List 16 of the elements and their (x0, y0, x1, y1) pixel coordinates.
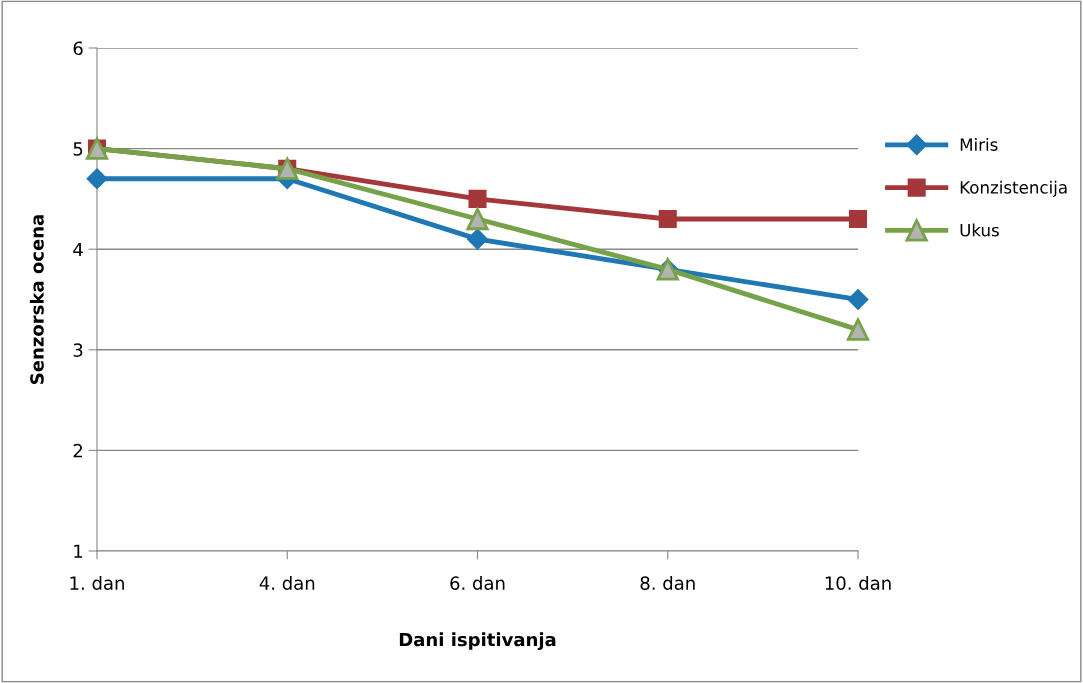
x-tick-label: 6. dan (450, 576, 505, 590)
x-tick-label: 4. dan (259, 576, 315, 590)
y-tick-label: 6 (73, 41, 83, 56)
y-tick-label: 3 (73, 343, 83, 357)
y-tick-label: 2 (73, 443, 82, 458)
y-tick-label: 5 (73, 142, 83, 156)
x-axis-title: Dani ispitivanja (399, 632, 556, 650)
legend-label: Ukus (960, 223, 999, 237)
legend-label: Miris (960, 137, 998, 151)
x-tick-label: 8. dan (640, 576, 695, 590)
y-tick-label: 1 (74, 544, 83, 558)
y-axis-title: Senzorska ocena (29, 215, 44, 384)
x-tick-label: 1. dan (70, 576, 124, 590)
y-tick-label: 4 (73, 242, 83, 257)
legend-label: Konzistencija (960, 180, 1067, 197)
x-tick-label: 10. dan (825, 576, 891, 590)
